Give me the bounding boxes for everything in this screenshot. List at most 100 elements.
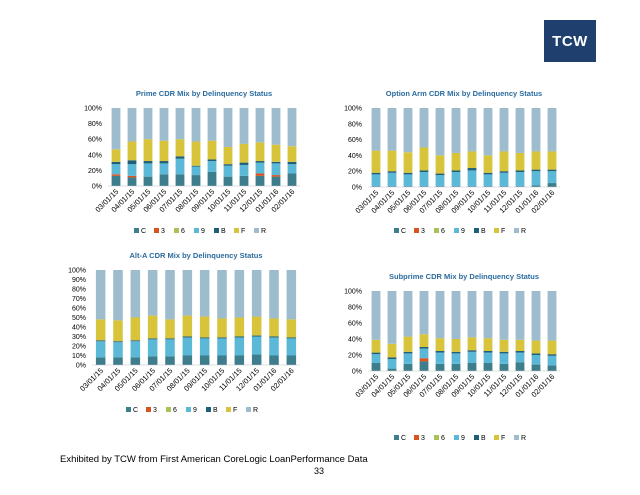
bar-segment-F [286,319,297,338]
y-tick-label: 30% [72,334,86,341]
bar-segment-R [403,291,413,337]
bar-segment-9 [255,162,265,174]
bar-segment-F [419,334,429,347]
bar-segment-9 [113,342,123,358]
bar-segment-R [499,291,509,340]
bar-segment-B [371,352,381,355]
legend-label-6: 6 [181,228,185,235]
bar-segment-9 [499,172,509,187]
bar-segment-B [403,351,413,354]
bar-segment-R [191,108,201,142]
bar-segment-B [403,172,413,175]
bar-segment-R [531,108,541,152]
bar-segment-R [531,291,541,341]
y-tick-label: 0% [352,185,362,192]
legend-label-R: R [521,228,526,235]
legend-label-9: 9 [461,228,465,235]
bar-segment-9 [403,353,413,364]
y-tick-label: 100% [344,106,362,113]
bar-segment-R [159,108,169,141]
bar-segment-F [207,140,217,160]
bar-segment-R [419,108,429,148]
bar-segment-F [403,336,413,352]
bar-segment-3 [111,174,121,176]
legend-label-B: B [481,435,486,442]
bar-segment-F [130,317,141,341]
subprime-cdr-chart: Subprime CDR Mix by Delinquency Status 0%… [344,272,560,442]
legend-swatch-F [234,228,239,233]
y-tick-label: 20% [72,344,86,351]
bar-segment-9 [403,174,413,187]
bar-segment-F [371,150,381,173]
y-tick-label: 40% [88,152,102,159]
bar-segment-B [287,161,297,165]
y-tick-label: 60% [348,321,362,328]
legend-label-B: B [481,228,486,235]
y-tick-label: 40% [348,337,362,344]
bar-segment-C [223,176,233,186]
y-tick-label: 20% [88,168,102,175]
bar-segment-C [234,355,245,365]
legend-label-F: F [233,407,237,414]
bar-segment-B [130,340,141,342]
bar-segment-B [483,351,493,353]
bar-segment-9 [95,341,106,358]
legend-swatch-R [246,407,251,412]
bar-segment-C [547,183,557,187]
legend-label-F: F [501,228,505,235]
bar-segment-9 [435,352,445,364]
bar-segment-F [547,340,557,355]
legend-label-9: 9 [461,435,465,442]
legend-swatch-B [214,228,219,233]
bar-segment-B [531,169,541,172]
bar-segment-C [547,365,557,371]
legend-swatch-6 [174,228,179,233]
bar-segment-F [165,319,175,339]
bar-segment-9 [207,161,217,172]
bar-segment-9 [387,359,397,369]
bar-segment-F [159,140,169,162]
bar-segment-9 [531,171,541,186]
y-tick-label: 60% [88,137,102,144]
bar-segment-C [483,186,493,187]
bar-segment-R [287,108,297,147]
bar-segment-9 [165,339,175,357]
bar-segment-R [387,291,397,344]
bar-segment-F [435,155,445,174]
bar-segment-9 [269,337,279,356]
bar-segment-C [531,364,541,371]
bar-segment-F [234,317,245,337]
bar-segment-B [251,335,262,337]
bar-segment-F [387,343,397,358]
legend-swatch-C [126,407,131,412]
bar-segment-9 [271,163,281,176]
bar-segment-B [223,164,233,166]
bar-segment-B [271,161,281,164]
bar-segment-C [451,186,461,187]
bar-segment-9 [251,336,262,355]
legend-swatch-3 [414,435,419,440]
bar-segment-B [165,338,175,340]
bar-segment-R [403,108,413,153]
y-tick-label: 0% [92,184,102,191]
bar-segment-C [435,363,445,371]
bar-segment-9 [147,339,158,357]
bar-segment-F [483,155,493,173]
bar-segment-C [111,175,121,186]
bar-segment-C [499,186,509,187]
bar-segment-9 [531,355,541,365]
bar-segment-F [223,147,233,165]
bar-segment-C [371,363,381,371]
chart-title: Option Arm CDR Mix by Delinquency Status [386,89,542,98]
legend-swatch-R [254,228,259,233]
bar-segment-R [147,270,158,316]
bar-segment-F [531,151,541,170]
bar-segment-F [515,153,525,171]
legend-label-F: F [241,228,245,235]
bar-segment-R [165,270,175,320]
legend-swatch-6 [166,407,171,412]
bar-segment-F [483,338,493,351]
bar-segment-B [255,161,265,163]
bar-segment-9 [547,171,557,184]
bar-segment-9 [143,163,153,177]
